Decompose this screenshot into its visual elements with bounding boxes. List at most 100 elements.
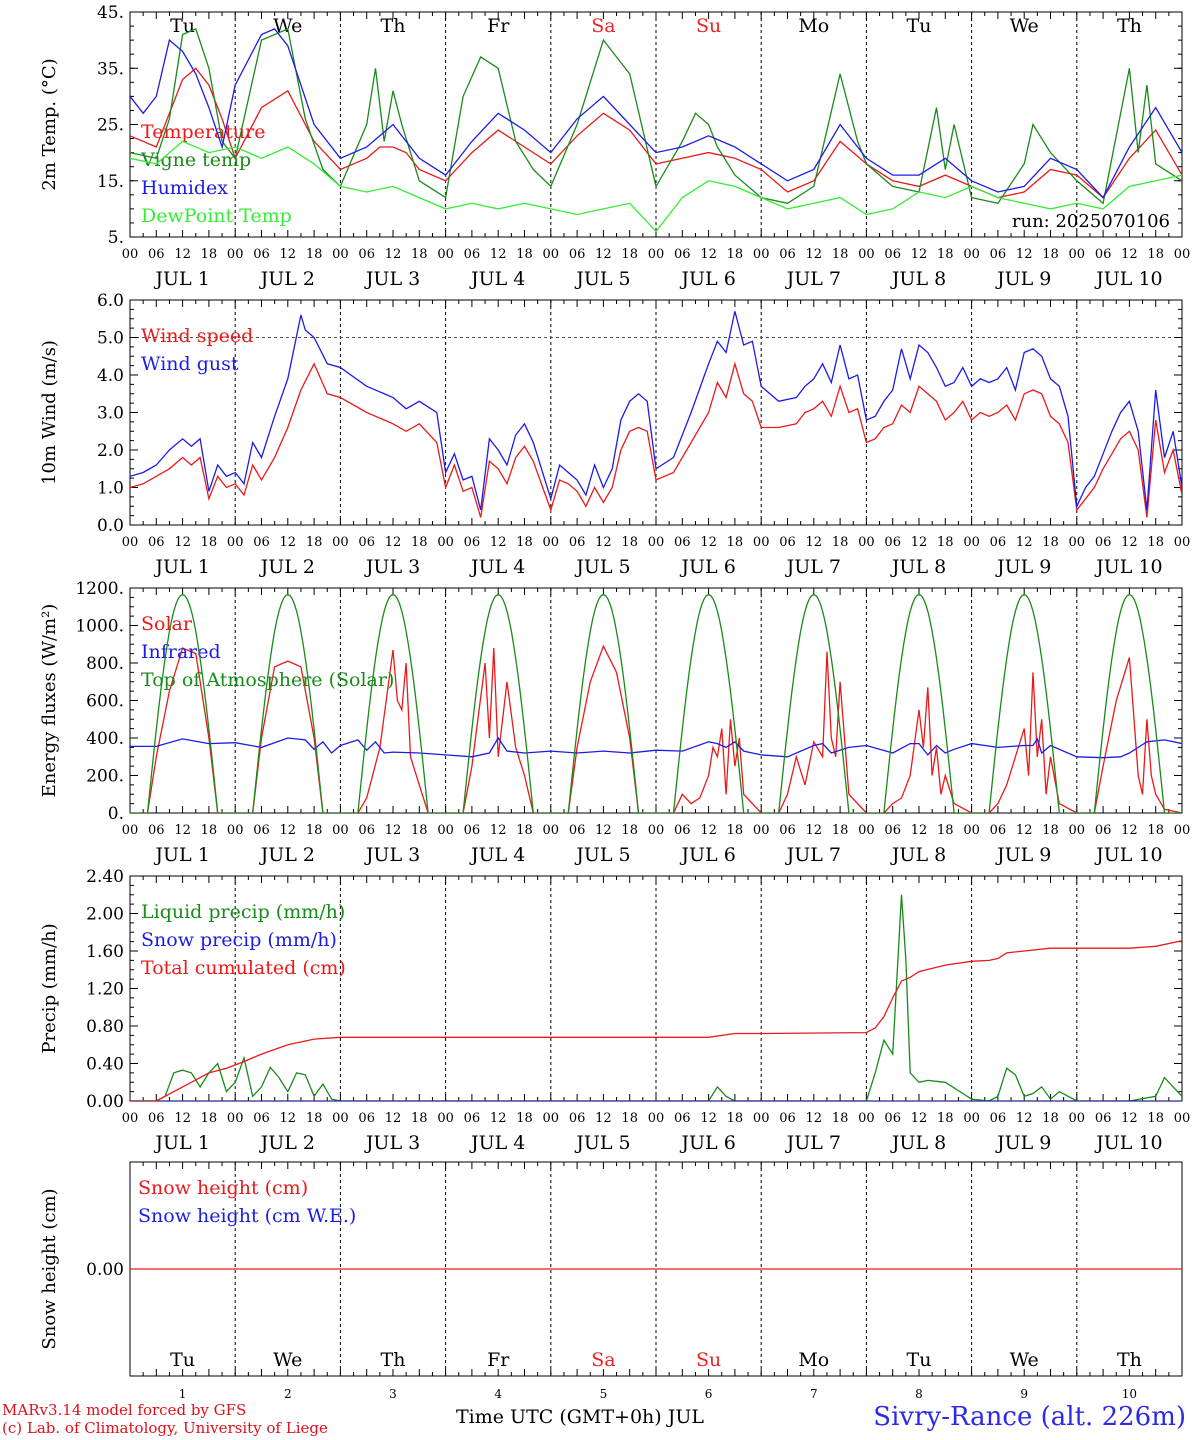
- series-line-liquid-precip-mm-h-: [130, 894, 1182, 1101]
- hour-tick-label: 06: [990, 1111, 1007, 1126]
- legend-entry: Solar: [141, 613, 193, 635]
- hour-tick-label: 12: [174, 1111, 191, 1126]
- date-label: JUL 2: [259, 844, 315, 866]
- hour-tick-label: 00: [543, 535, 560, 550]
- day-number-label: 7: [810, 1387, 818, 1400]
- y-tick-label: 0.00: [86, 1260, 124, 1280]
- y-tick-label: 0.80: [86, 1017, 124, 1037]
- hour-tick-label: 06: [990, 823, 1007, 838]
- hour-tick-label: 18: [306, 823, 323, 838]
- plot-frame: [129, 587, 1183, 814]
- legend-entry: Wind speed: [141, 325, 253, 347]
- hour-tick-label: 00: [963, 535, 980, 550]
- day-number-label: 8: [915, 1387, 923, 1400]
- date-label: JUL 6: [679, 556, 735, 578]
- hour-tick-label: 12: [595, 1111, 612, 1126]
- lab-credit: (c) Lab. of Climatology, University of L…: [2, 1419, 328, 1437]
- series-line-solar: [130, 644, 1182, 813]
- hour-tick-label: 00: [648, 535, 665, 550]
- hour-tick-label: 06: [464, 535, 481, 550]
- date-label: JUL 1: [153, 268, 209, 290]
- y-tick-label: 35.: [97, 59, 124, 79]
- hour-tick-label: 12: [806, 823, 823, 838]
- y-tick-label: 400.: [86, 729, 124, 749]
- hour-tick-label: 12: [700, 1111, 717, 1126]
- hour-tick-label: 12: [911, 823, 928, 838]
- hour-tick-label: 00: [1174, 535, 1191, 550]
- hour-tick-label: 00: [437, 1111, 454, 1126]
- weekday-label: Mo: [798, 1349, 829, 1371]
- y-axis-label: Snow height (cm): [39, 1188, 60, 1349]
- hour-tick-label: 12: [1016, 823, 1033, 838]
- hour-tick-label: 18: [937, 823, 954, 838]
- y-tick-label: 800.: [86, 654, 124, 674]
- hour-tick-label: 00: [332, 535, 349, 550]
- hour-tick-label: 00: [1069, 823, 1086, 838]
- hour-tick-label: 18: [411, 247, 428, 262]
- y-tick-label: 2.0: [97, 441, 124, 461]
- hour-tick-label: 18: [201, 535, 218, 550]
- weekday-label: Mo: [798, 15, 829, 37]
- hour-tick-label: 00: [543, 823, 560, 838]
- legend-entry: Snow height (cm): [138, 1177, 308, 1199]
- hour-tick-label: 12: [595, 823, 612, 838]
- hour-tick-label: 18: [201, 1111, 218, 1126]
- hour-tick-label: 00: [227, 1111, 244, 1126]
- hour-tick-label: 12: [490, 247, 507, 262]
- date-label: JUL 2: [259, 1132, 315, 1154]
- date-label: JUL 3: [364, 268, 420, 290]
- hour-tick-label: 00: [858, 823, 875, 838]
- panel-3: 0. 200. 400. 600. 800. 1000. 1200. Energy fluxe…: [39, 579, 1190, 866]
- station-title: Sivry-Rance (alt. 226m): [873, 1402, 1186, 1432]
- hour-tick-label: 18: [516, 247, 533, 262]
- y-tick-label: 4.0: [97, 366, 124, 386]
- hour-tick-label: 18: [1042, 247, 1059, 262]
- hour-tick-label: 00: [858, 535, 875, 550]
- hour-tick-label: 00: [122, 1111, 139, 1126]
- hour-tick-label: 18: [937, 1111, 954, 1126]
- y-tick-label: 2.00: [86, 905, 124, 925]
- hour-tick-label: 06: [358, 1111, 375, 1126]
- hour-tick-label: 00: [753, 247, 770, 262]
- hour-tick-label: 00: [227, 823, 244, 838]
- y-tick-label: 45.: [97, 3, 124, 23]
- hour-tick-label: 06: [464, 1111, 481, 1126]
- y-tick-label: 0.0: [97, 516, 124, 536]
- y-tick-label: 0.: [108, 804, 124, 824]
- hour-tick-label: 00: [648, 823, 665, 838]
- date-label: JUL 5: [574, 268, 630, 290]
- hour-tick-label: 00: [437, 535, 454, 550]
- hour-tick-label: 12: [1121, 823, 1138, 838]
- y-axis-label: 10m Wind (m/s): [39, 340, 60, 485]
- hour-tick-label: 18: [306, 247, 323, 262]
- hour-tick-label: 12: [700, 247, 717, 262]
- hour-tick-label: 06: [569, 247, 586, 262]
- hour-tick-label: 06: [779, 1111, 796, 1126]
- hour-tick-label: 18: [1147, 1111, 1164, 1126]
- hour-tick-label: 18: [1042, 1111, 1059, 1126]
- legend-entry: Liquid precip (mm/h): [141, 901, 345, 923]
- hour-tick-label: 12: [385, 1111, 402, 1126]
- hour-tick-label: 00: [1069, 1111, 1086, 1126]
- date-label: JUL 8: [890, 844, 946, 866]
- legend-entry: Wind gust: [141, 353, 239, 375]
- date-label: JUL 8: [890, 1132, 946, 1154]
- hour-tick-label: 12: [280, 247, 297, 262]
- date-label: JUL 6: [679, 844, 735, 866]
- date-label: JUL 4: [469, 556, 525, 578]
- hour-tick-label: 06: [990, 247, 1007, 262]
- hour-tick-label: 12: [385, 535, 402, 550]
- hour-tick-label: 06: [990, 535, 1007, 550]
- y-tick-label: 3.0: [97, 404, 124, 424]
- y-tick-label: 1.0: [97, 479, 124, 499]
- y-tick-label: 1000.: [75, 617, 124, 637]
- run-label: run: 2025070106: [1012, 211, 1170, 232]
- hour-tick-label: 06: [569, 1111, 586, 1126]
- day-number-label: 5: [600, 1387, 608, 1400]
- legend-entry: Top of Atmosphere (Solar): [141, 669, 394, 691]
- panel-4: 0.00 0.40 0.80 1.20 1.60 2.00 2.40 Precip (mm/h…: [39, 867, 1190, 1154]
- hour-tick-label: 06: [884, 535, 901, 550]
- hour-tick-label: 00: [227, 535, 244, 550]
- day-number-label: 6: [705, 1387, 713, 1400]
